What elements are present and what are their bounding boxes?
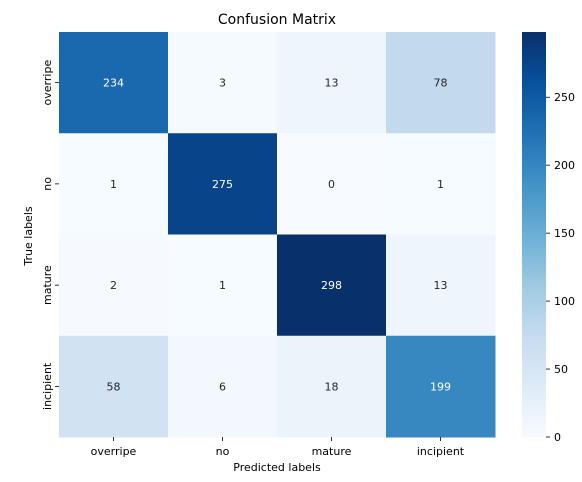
colorbar-tick-label: 150 [554, 227, 575, 240]
heatmap-cell [168, 133, 278, 235]
heatmap-cell [386, 335, 496, 438]
heatmap-cell [386, 32, 496, 134]
heatmap-cell [59, 335, 169, 438]
cell-value-label: 1 [437, 178, 444, 191]
chart-title: Confusion Matrix [218, 12, 336, 28]
heatmap-cell [59, 234, 169, 337]
cell-value-label: 13 [325, 77, 339, 90]
y-axis-ticks: overripe no mature incipient [41, 60, 59, 410]
heatmap-cell [277, 32, 387, 134]
colorbar-tick-label: 100 [554, 295, 575, 308]
heatmap-cell [386, 234, 496, 337]
heatmap-cell [277, 234, 387, 337]
heatmap-cell [386, 133, 496, 235]
cell-value-label: 2 [110, 279, 117, 292]
cell-value-label: 6 [219, 380, 226, 393]
y-tick-label: overripe [41, 60, 54, 106]
cell-value-label: 3 [219, 77, 226, 90]
colorbar [522, 32, 546, 437]
cell-value-label: 275 [212, 178, 233, 191]
colorbar-tick-label: 50 [554, 363, 568, 376]
x-axis-ticks: overripe no mature incipient [91, 437, 465, 458]
heatmap-cell [277, 335, 387, 438]
colorbar-tick-label: 0 [554, 431, 561, 444]
heatmap-cells: 234 3 13 78 1 275 0 1 2 1 298 13 58 6 18 199 [59, 32, 496, 438]
heatmap-cell [277, 133, 387, 235]
cell-value-label: 234 [103, 77, 124, 90]
cell-value-label: 0 [328, 178, 335, 191]
y-tick-label: no [41, 177, 54, 191]
x-tick-label: overripe [91, 445, 137, 458]
cell-value-label: 1 [219, 279, 226, 292]
cell-value-label: 58 [107, 380, 121, 393]
x-tick-label: incipient [417, 445, 465, 458]
heatmap-cell [59, 32, 169, 134]
cell-value-label: 298 [321, 279, 342, 292]
colorbar-ticks: 0 50 100 150 200 250 [546, 91, 575, 444]
x-axis-label: Predicted labels [233, 461, 321, 474]
colorbar-tick-label: 250 [554, 91, 575, 104]
heatmap-cell [168, 234, 278, 337]
y-tick-label: incipient [41, 362, 54, 410]
cell-value-label: 199 [430, 380, 451, 393]
cell-value-label: 78 [434, 77, 448, 90]
heatmap-cell [168, 335, 278, 438]
cell-value-label: 1 [110, 178, 117, 191]
colorbar-tick-label: 200 [554, 159, 575, 172]
heatmap-cell [168, 32, 278, 134]
y-tick-label: mature [41, 265, 54, 305]
cell-value-label: 13 [434, 279, 448, 292]
y-axis-label: True labels [22, 206, 35, 266]
cell-value-label: 18 [325, 380, 339, 393]
x-tick-label: no [216, 445, 230, 458]
heatmap-cell [59, 133, 169, 235]
x-tick-label: mature [312, 445, 352, 458]
